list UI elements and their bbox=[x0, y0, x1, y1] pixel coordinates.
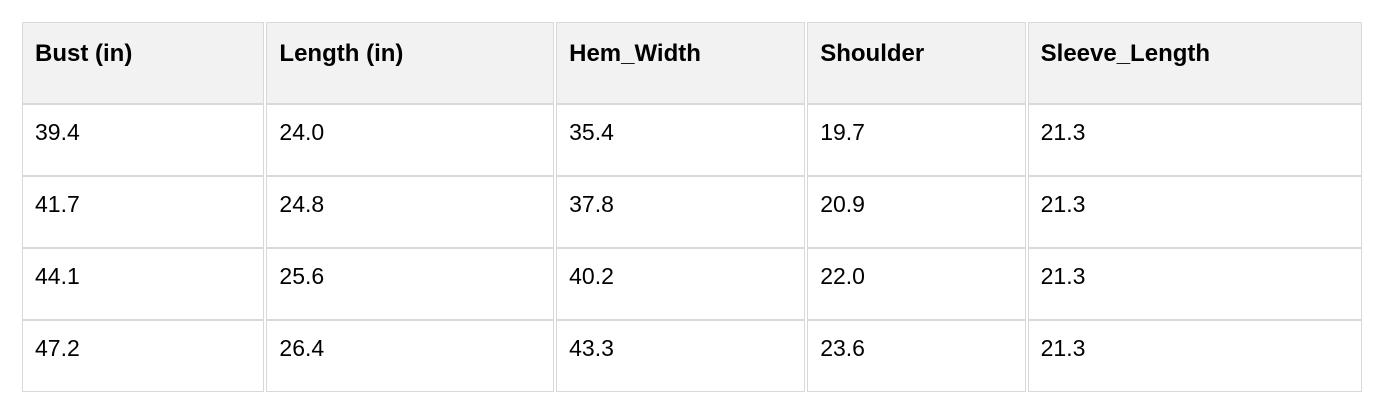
table-row: 39.4 24.0 35.4 19.7 21.3 bbox=[22, 104, 1362, 176]
table-cell-shoulder: 20.9 bbox=[807, 176, 1026, 248]
table-cell-sleeve-length: 21.3 bbox=[1027, 176, 1362, 248]
table-row: 41.7 24.8 37.8 20.9 21.3 bbox=[22, 176, 1362, 248]
table-header-row: Bust (in) Length (in) Hem_Width Shoulder… bbox=[22, 22, 1362, 104]
column-header-bust: Bust (in) bbox=[22, 22, 265, 104]
table-cell-hem-width: 40.2 bbox=[556, 248, 806, 320]
table-cell-bust: 41.7 bbox=[22, 176, 265, 248]
table-cell-hem-width: 43.3 bbox=[556, 320, 806, 392]
column-header-hem-width: Hem_Width bbox=[556, 22, 806, 104]
table-cell-sleeve-length: 21.3 bbox=[1027, 320, 1362, 392]
table-cell-sleeve-length: 21.3 bbox=[1027, 104, 1362, 176]
table-cell-shoulder: 22.0 bbox=[807, 248, 1026, 320]
column-header-length: Length (in) bbox=[266, 22, 555, 104]
table-cell-bust: 44.1 bbox=[22, 248, 265, 320]
table-cell-bust: 47.2 bbox=[22, 320, 265, 392]
size-chart-table: Bust (in) Length (in) Hem_Width Shoulder… bbox=[20, 22, 1364, 392]
table-cell-hem-width: 35.4 bbox=[556, 104, 806, 176]
table-cell-length: 25.6 bbox=[266, 248, 555, 320]
table-row: 44.1 25.6 40.2 22.0 21.3 bbox=[22, 248, 1362, 320]
column-header-sleeve-length: Sleeve_Length bbox=[1027, 22, 1362, 104]
table-row: 47.2 26.4 43.3 23.6 21.3 bbox=[22, 320, 1362, 392]
table-cell-shoulder: 19.7 bbox=[807, 104, 1026, 176]
table-cell-length: 24.0 bbox=[266, 104, 555, 176]
table-cell-length: 26.4 bbox=[266, 320, 555, 392]
table-body: 39.4 24.0 35.4 19.7 21.3 41.7 24.8 37.8 … bbox=[22, 104, 1362, 392]
column-header-shoulder: Shoulder bbox=[807, 22, 1026, 104]
table-cell-length: 24.8 bbox=[266, 176, 555, 248]
table-cell-sleeve-length: 21.3 bbox=[1027, 248, 1362, 320]
table-cell-hem-width: 37.8 bbox=[556, 176, 806, 248]
table-cell-shoulder: 23.6 bbox=[807, 320, 1026, 392]
table-cell-bust: 39.4 bbox=[22, 104, 265, 176]
